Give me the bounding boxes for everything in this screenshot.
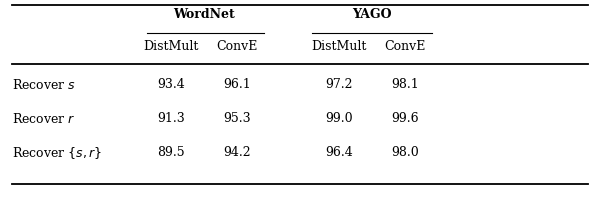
Text: DistMult: DistMult [143, 40, 199, 53]
Text: DistMult: DistMult [311, 40, 367, 53]
Text: Recover $\{s, r\}$: Recover $\{s, r\}$ [12, 145, 102, 161]
Text: Recover $r$: Recover $r$ [12, 112, 76, 126]
Text: 99.0: 99.0 [325, 112, 353, 125]
Text: 96.4: 96.4 [325, 146, 353, 159]
Text: YAGO: YAGO [352, 8, 392, 21]
Text: 99.6: 99.6 [391, 112, 419, 125]
Text: 96.1: 96.1 [223, 78, 251, 91]
Text: 98.1: 98.1 [391, 78, 419, 91]
Text: 97.2: 97.2 [325, 78, 353, 91]
Text: ConvE: ConvE [385, 40, 425, 53]
Text: 95.3: 95.3 [223, 112, 251, 125]
Text: 98.0: 98.0 [391, 146, 419, 159]
Text: ConvE: ConvE [217, 40, 257, 53]
Text: 89.5: 89.5 [157, 146, 185, 159]
Text: WordNet: WordNet [173, 8, 235, 21]
Text: Recover $s$: Recover $s$ [12, 78, 76, 92]
Text: 91.3: 91.3 [157, 112, 185, 125]
Text: 93.4: 93.4 [157, 78, 185, 91]
Text: 94.2: 94.2 [223, 146, 251, 159]
